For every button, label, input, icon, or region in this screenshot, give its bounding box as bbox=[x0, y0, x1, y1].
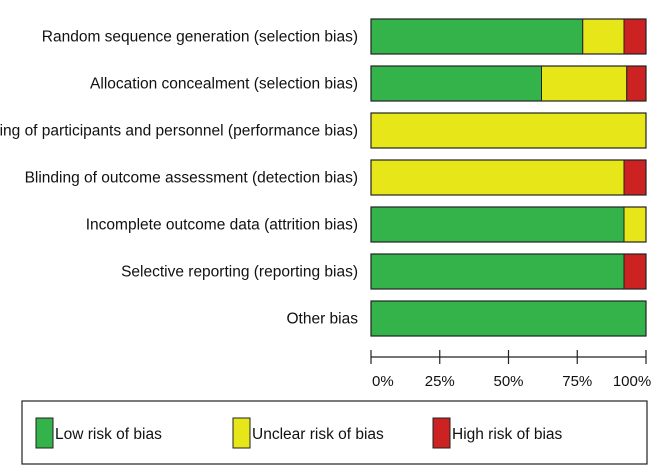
legend-swatch-2 bbox=[232, 417, 251, 449]
category-label-7: Other bias bbox=[286, 311, 358, 328]
x-axis: 0% 25% 50% 75% 100% bbox=[370, 350, 651, 390]
category-label-3: Blinding of participants and personnel (… bbox=[0, 123, 358, 140]
category-label-5: Incomplete outcome data (attrition bias) bbox=[86, 217, 358, 234]
category-label-1: Random sequence generation (selection bi… bbox=[42, 29, 358, 46]
x-tick-label-5: 100% bbox=[613, 373, 651, 390]
category-labels: Random sequence generation (selection bi… bbox=[0, 29, 358, 328]
legend-label-3: High risk of bias bbox=[452, 426, 563, 443]
x-tick-label-2: 25% bbox=[425, 373, 455, 390]
bar-segment-5-series-2 bbox=[623, 206, 647, 243]
bar-segment-2-series-2 bbox=[541, 65, 628, 102]
bar-segment-7-series-1 bbox=[370, 300, 647, 337]
category-label-6: Selective reporting (reporting bias) bbox=[121, 264, 358, 281]
bars-layer bbox=[370, 18, 647, 337]
bar-segment-6-series-1 bbox=[370, 253, 625, 290]
legend: Low risk of bias Unclear risk of bias High… bbox=[21, 400, 648, 465]
category-label-4: Blinding of outcome assessment (detectio… bbox=[25, 170, 358, 187]
legend-label-2: Unclear risk of bias bbox=[252, 426, 384, 443]
bar-segment-4-series-3 bbox=[623, 159, 647, 196]
bar-segment-4-series-2 bbox=[370, 159, 625, 196]
bar-segment-1-series-1 bbox=[370, 18, 584, 55]
bar-segment-3-series-2 bbox=[370, 112, 647, 149]
bar-segment-2-series-3 bbox=[626, 65, 647, 102]
bar-outline-7 bbox=[370, 300, 647, 337]
legend-box bbox=[21, 400, 648, 465]
bar-outline-2 bbox=[370, 65, 647, 102]
bar-segment-5-series-1 bbox=[370, 206, 625, 243]
bar-segment-1-series-2 bbox=[582, 18, 625, 55]
legend-swatch-3 bbox=[432, 417, 451, 449]
bar-segment-2-series-1 bbox=[370, 65, 542, 102]
x-tick-label-3: 50% bbox=[493, 373, 523, 390]
bar-outline-5 bbox=[370, 206, 647, 243]
bar-segment-1-series-3 bbox=[623, 18, 647, 55]
category-label-2: Allocation concealment (selection bias) bbox=[90, 76, 358, 93]
bar-outline-4 bbox=[370, 159, 647, 196]
bar-outline-1 bbox=[370, 18, 647, 55]
x-tick-label-4: 75% bbox=[562, 373, 592, 390]
bar-outline-6 bbox=[370, 253, 647, 290]
x-tick-label-1: 0% bbox=[372, 373, 394, 390]
bar-outline-3 bbox=[370, 112, 647, 149]
legend-label-1: Low risk of bias bbox=[55, 426, 162, 443]
bar-segment-6-series-3 bbox=[623, 253, 647, 290]
legend-swatch-1 bbox=[35, 417, 54, 449]
